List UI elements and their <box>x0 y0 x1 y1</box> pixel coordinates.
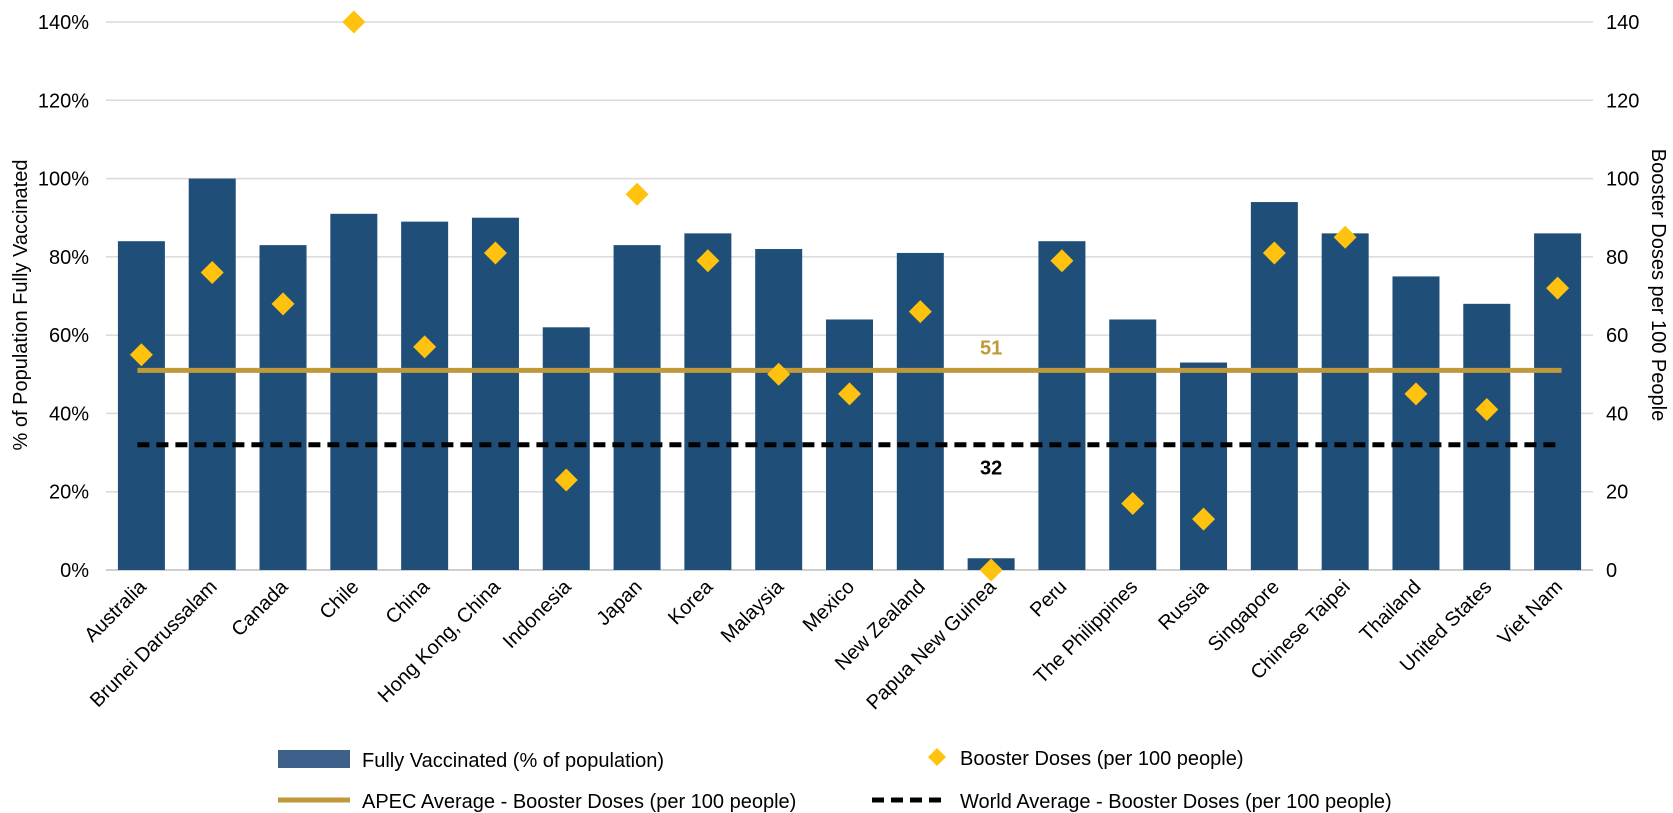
x-tick-label: Korea <box>664 575 718 629</box>
y-tick-label-right: 20 <box>1606 482 1628 504</box>
y-tick-label-right: 140 <box>1606 12 1639 34</box>
y-tick-label-right: 100 <box>1606 169 1639 191</box>
bar <box>401 221 449 570</box>
bar <box>542 327 590 570</box>
booster-marker <box>1050 249 1074 273</box>
bar <box>613 245 661 570</box>
booster-marker <box>342 10 366 34</box>
x-tick-label: Viet Nam <box>1494 576 1567 649</box>
booster-marker <box>1121 491 1145 515</box>
booster-marker <box>1546 276 1570 300</box>
bar <box>188 178 236 571</box>
bar <box>330 213 378 571</box>
y-tick-label-left: 20% <box>49 482 89 504</box>
legend-label-booster: Booster Doses (per 100 people) <box>960 748 1244 770</box>
reference-lines: 51 32 <box>137 337 1562 480</box>
y-axis-left: 0% 20% 40% 60% 80% 100% 120% 140% <box>38 12 89 582</box>
y-axis-right: 0 20 40 60 80 100 120 140 <box>1606 12 1639 582</box>
x-tick-label: Australia <box>80 575 151 646</box>
world-average-label: 32 <box>980 458 1002 480</box>
x-tick-label: Mexico <box>799 576 859 636</box>
bar <box>1392 276 1440 570</box>
legend-swatch-booster <box>928 748 946 766</box>
y-tick-label-left: 40% <box>49 403 89 425</box>
bar <box>684 233 732 570</box>
x-tick-label: Thailand <box>1356 576 1426 646</box>
bar <box>471 217 519 570</box>
legend: Fully Vaccinated (% of population) Boost… <box>278 748 1392 813</box>
y-axis-title-right: Booster Doses per 100 People <box>1647 149 1669 421</box>
bar <box>1038 241 1086 570</box>
bar <box>755 249 803 570</box>
bar <box>1463 303 1511 570</box>
y-tick-label-left: 140% <box>38 12 89 34</box>
legend-label-bars: Fully Vaccinated (% of population) <box>362 750 664 772</box>
legend-label-apec: APEC Average - Booster Doses (per 100 pe… <box>362 791 796 813</box>
x-tick-label: Indonesia <box>499 575 577 653</box>
legend-label-world: World Average - Booster Doses (per 100 p… <box>960 791 1392 813</box>
y-tick-label-right: 120 <box>1606 90 1639 112</box>
x-tick-label: Peru <box>1026 576 1071 621</box>
booster-marker <box>413 335 437 359</box>
legend-swatch-bars <box>278 750 350 768</box>
bar <box>1321 233 1369 570</box>
y-tick-label-left: 120% <box>38 90 89 112</box>
y-tick-label-right: 80 <box>1606 247 1628 269</box>
booster-marker <box>200 261 224 285</box>
bars <box>117 178 1582 571</box>
booster-marker <box>271 292 295 316</box>
x-tick-label: China <box>382 575 435 628</box>
booster-marker <box>979 558 1003 582</box>
booster-marker <box>483 241 507 265</box>
y-tick-label-left: 80% <box>49 247 89 269</box>
booster-marker <box>129 343 153 367</box>
booster-marker <box>1475 398 1499 422</box>
booster-marker <box>838 382 861 406</box>
booster-marker <box>696 249 720 273</box>
booster-marker <box>625 182 649 206</box>
bar <box>117 241 165 570</box>
x-tick-label: Russia <box>1154 575 1213 634</box>
booster-marker <box>1333 225 1357 249</box>
booster-marker <box>1404 382 1428 406</box>
y-tick-label-left: 100% <box>38 169 89 191</box>
bar <box>1180 362 1228 570</box>
x-tick-label: Hong Kong, China <box>374 575 506 707</box>
booster-marker <box>908 300 932 324</box>
x-tick-label: Chile <box>316 576 364 624</box>
y-tick-label-left: 60% <box>49 325 89 347</box>
booster-marker <box>1262 241 1286 265</box>
apec-average-label: 51 <box>980 337 1002 359</box>
booster-marker <box>554 468 578 492</box>
booster-marker <box>1192 507 1216 531</box>
y-tick-label-right: 0 <box>1606 560 1617 582</box>
booster-markers <box>129 10 1570 582</box>
x-tick-label: Brunei Darussalam <box>86 576 222 712</box>
y-tick-label-left: 0% <box>60 560 89 582</box>
x-tick-label: Japan <box>593 576 647 630</box>
booster-marker <box>767 362 791 386</box>
y-tick-label-right: 60 <box>1606 325 1628 347</box>
x-tick-label: Canada <box>227 575 293 641</box>
y-tick-label-right: 40 <box>1606 403 1628 425</box>
x-tick-label: Malaysia <box>717 575 789 647</box>
x-tick-label: Papua New Guinea <box>862 575 1001 714</box>
y-axis-title-left: % of Population Fully Vaccinated <box>10 160 32 451</box>
